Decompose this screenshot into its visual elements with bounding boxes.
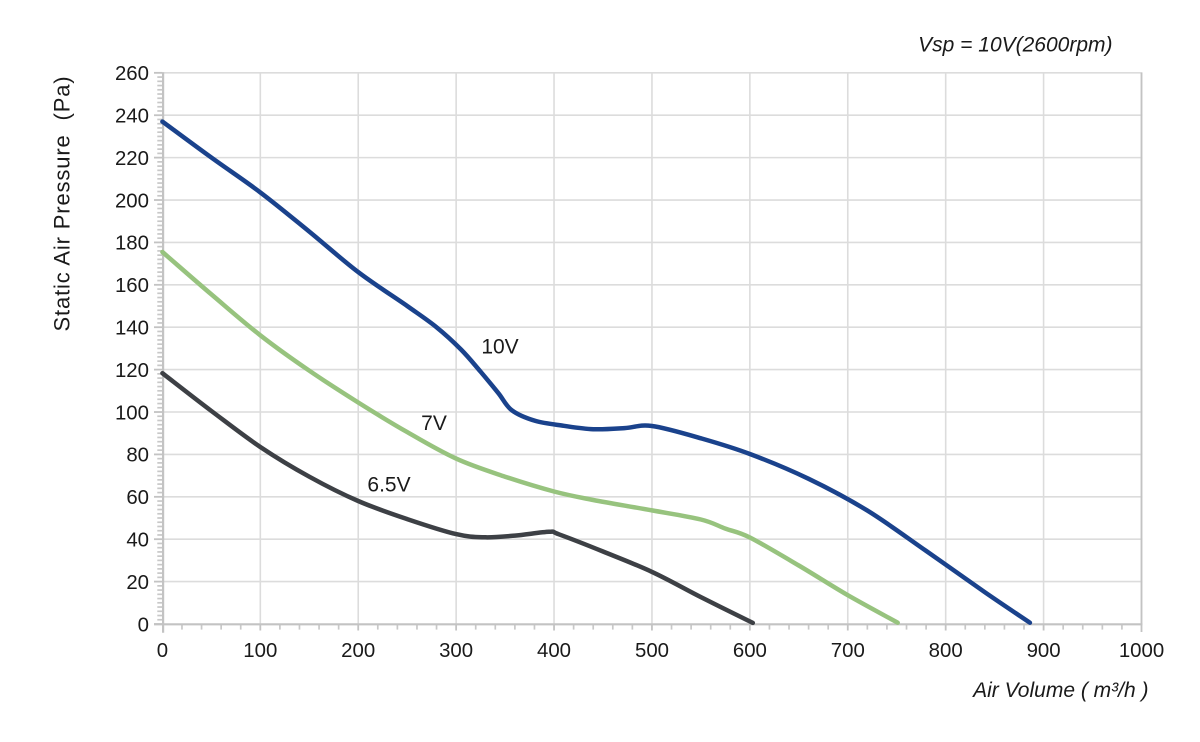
svg-text:160: 160	[115, 275, 149, 297]
svg-text:100: 100	[243, 640, 277, 662]
svg-text:260: 260	[115, 63, 149, 85]
svg-text:100: 100	[115, 402, 149, 424]
svg-text:Air Volume ( m³/h ): Air Volume ( m³/h )	[971, 679, 1148, 702]
svg-text:200: 200	[115, 190, 149, 212]
svg-text:20: 20	[126, 572, 149, 594]
svg-text:400: 400	[537, 640, 571, 662]
svg-text:800: 800	[929, 640, 963, 662]
svg-text:300: 300	[439, 640, 473, 662]
svg-text:6.5V: 6.5V	[367, 474, 410, 497]
svg-text:40: 40	[126, 530, 149, 552]
svg-text:200: 200	[341, 640, 375, 662]
svg-text:Vsp = 10V(2600rpm): Vsp = 10V(2600rpm)	[918, 34, 1112, 57]
svg-text:80: 80	[126, 445, 149, 467]
svg-text:140: 140	[115, 318, 149, 340]
svg-text:500: 500	[635, 640, 669, 662]
svg-text:700: 700	[831, 640, 865, 662]
svg-text:120: 120	[115, 360, 149, 382]
svg-text:220: 220	[115, 148, 149, 170]
svg-text:1000: 1000	[1119, 640, 1164, 662]
svg-text:0: 0	[138, 614, 149, 636]
svg-text:180: 180	[115, 233, 149, 255]
svg-text:600: 600	[733, 640, 767, 662]
svg-text:60: 60	[126, 487, 149, 509]
svg-text:240: 240	[115, 106, 149, 128]
svg-text:0: 0	[157, 640, 168, 662]
svg-text:7V: 7V	[421, 412, 447, 435]
svg-text:10V: 10V	[481, 335, 518, 358]
svg-text:900: 900	[1027, 640, 1061, 662]
svg-text:Static Air Pressure (Pa): Static Air Pressure (Pa)	[50, 76, 75, 332]
